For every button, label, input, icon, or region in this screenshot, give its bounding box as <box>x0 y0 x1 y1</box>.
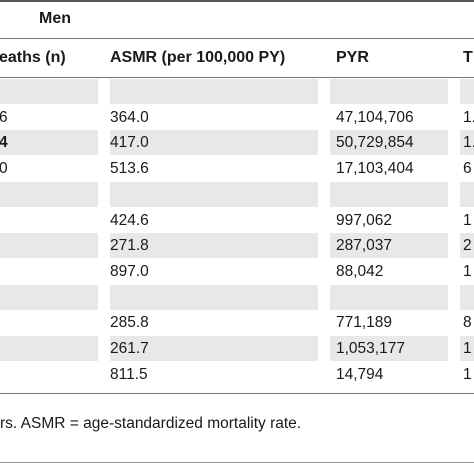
cell-asmr: 417.0 <box>110 134 149 152</box>
column-gap <box>98 181 110 207</box>
cell-deaths: 6 <box>0 108 8 126</box>
cell-pyr: 17,103,404 <box>336 160 414 178</box>
cell-pyr: 771,189 <box>336 314 393 332</box>
cell-asmr: 271.8 <box>110 237 149 255</box>
table-row: 285.8 771,189 8 <box>0 310 474 335</box>
column-header-deaths: eaths (n) <box>0 49 66 66</box>
cell-pyr: 47,104,706 <box>336 108 414 126</box>
cell-next: 1 <box>463 211 472 229</box>
column-gap <box>98 130 110 156</box>
cell-asmr: 424.6 <box>110 211 149 229</box>
column-header-row: eaths (n) ASMR (per 100,000 PY) PYR T <box>0 39 474 77</box>
cell-next: 1 <box>463 262 472 280</box>
column-gap <box>318 233 330 259</box>
column-gap <box>318 79 330 104</box>
column-gap <box>448 79 460 104</box>
column-header-pyr: PYR <box>336 49 369 66</box>
section-row <box>0 79 474 104</box>
column-gap <box>448 233 460 259</box>
table-row: 261.7 1,053,177 1 <box>0 336 474 361</box>
column-gap <box>318 130 330 156</box>
table-row: 0 513.6 17,103,404 6 <box>0 156 474 181</box>
cell-pyr: 50,729,854 <box>336 134 414 152</box>
column-header-asmr: ASMR (per 100,000 PY) <box>110 49 286 66</box>
cell-next: 1 <box>463 365 472 383</box>
cell-pyr: 14,794 <box>336 365 384 383</box>
table-row: 4 417.0 50,729,854 1. <box>0 130 474 156</box>
column-gap <box>318 284 330 310</box>
cell-pyr: 88,042 <box>336 262 384 280</box>
top-rule <box>0 0 474 2</box>
column-gap <box>98 79 110 104</box>
column-gap <box>448 284 460 310</box>
column-gap <box>448 130 460 156</box>
cell-next: 1. <box>463 108 474 126</box>
cell-asmr: 285.8 <box>110 314 149 332</box>
cell-next: 8 <box>463 314 472 332</box>
cell-next: 1 <box>463 340 472 357</box>
header-rule <box>0 77 474 78</box>
footnote: rs. ASMR = age-standardized mortality ra… <box>0 415 302 432</box>
table-row: 897.0 88,042 1 <box>0 259 474 284</box>
cell-asmr: 364.0 <box>110 108 149 126</box>
table-row: 6 364.0 47,104,706 1. <box>0 105 474 130</box>
column-gap <box>318 336 330 361</box>
table-row: 811.5 14,794 1 <box>0 362 474 387</box>
cell-asmr: 261.7 <box>110 340 149 357</box>
cell-pyr: 287,037 <box>336 237 393 255</box>
cell-asmr: 897.0 <box>110 262 149 280</box>
section-row <box>0 284 474 310</box>
column-gap <box>98 233 110 259</box>
cell-pyr: 997,062 <box>336 211 393 229</box>
cell-next: 6 <box>463 160 472 178</box>
column-header-next: T <box>463 49 473 66</box>
column-gap <box>448 336 460 361</box>
column-gap <box>98 336 110 361</box>
cell-deaths: 4 <box>0 134 8 152</box>
column-gap <box>448 181 460 207</box>
bottom-rule <box>0 393 474 394</box>
group-rule <box>0 38 474 39</box>
table-row: 271.8 287,037 2 <box>0 233 474 259</box>
cell-next: 1. <box>463 134 474 152</box>
cell-pyr: 1,053,177 <box>336 340 405 357</box>
cell-asmr: 513.6 <box>110 160 149 178</box>
cell-next: 2 <box>463 237 472 255</box>
column-gap <box>98 284 110 310</box>
section-row <box>0 181 474 207</box>
cell-deaths: 0 <box>0 160 8 178</box>
table-row: 424.6 997,062 1 <box>0 208 474 233</box>
cell-asmr: 811.5 <box>110 365 148 383</box>
bottom-edge <box>0 462 474 463</box>
group-header-men: Men <box>39 10 71 27</box>
column-gap <box>318 181 330 207</box>
